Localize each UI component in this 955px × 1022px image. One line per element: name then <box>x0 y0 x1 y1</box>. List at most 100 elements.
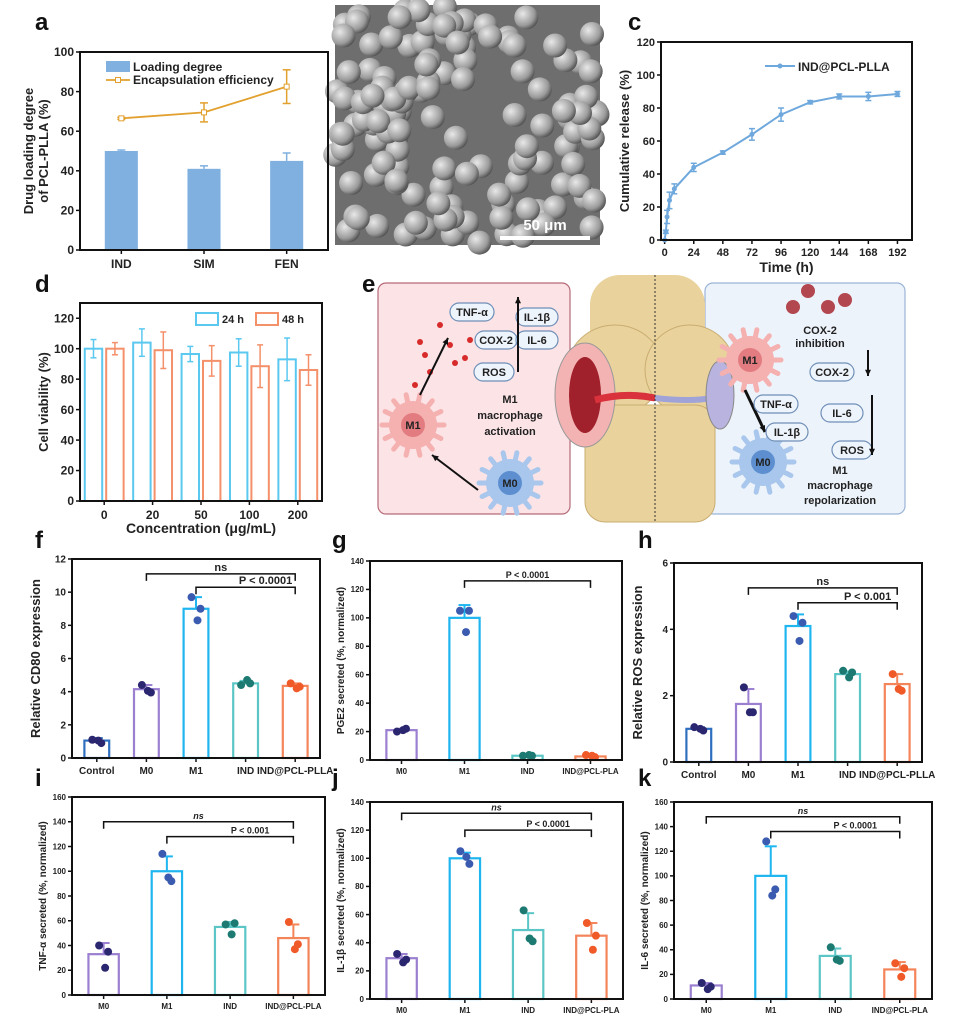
inflamed-cartilage <box>594 391 656 404</box>
replicate-point <box>525 751 533 760</box>
significance-label: P < 0.001 <box>231 826 270 836</box>
bar <box>132 688 160 760</box>
replicate-point <box>164 873 173 882</box>
replicate-point <box>839 666 848 675</box>
x-tick-label: 120 <box>801 247 819 259</box>
y-tick-label: 20 <box>57 966 66 975</box>
y-tick-label: 6 <box>662 559 668 570</box>
microsphere <box>366 109 391 134</box>
replicate-point <box>462 852 471 861</box>
replicate-point <box>143 686 152 695</box>
replicate-point <box>292 684 301 693</box>
y-tick-label: 8 <box>60 621 66 632</box>
viability-bar <box>132 341 152 502</box>
replicate-point <box>196 604 205 613</box>
y-tick-label: 100 <box>54 342 74 356</box>
x-tick-label: 0 <box>101 508 108 522</box>
significance-label: P < 0.0001 <box>239 575 292 587</box>
significance-bracket <box>195 586 296 595</box>
y-tick-label: 0 <box>360 756 365 765</box>
plot-frame <box>79 51 329 251</box>
y-tick-label: 0 <box>662 758 668 769</box>
y-axis-label: Relative CD80 expression <box>28 579 43 738</box>
microsphere <box>345 206 370 231</box>
y-tick-label: 60 <box>61 124 75 138</box>
x-tick-label: M0 <box>98 1002 110 1011</box>
y-axis-label: Cumulative release (%) <box>617 70 632 212</box>
legend-marker <box>777 63 783 69</box>
pill-ros <box>473 362 515 382</box>
microsphere <box>331 23 356 48</box>
replicate-point <box>826 943 835 952</box>
data-point <box>778 112 784 118</box>
replicate-point <box>582 751 590 760</box>
bar <box>150 870 184 997</box>
activation-caption: macrophage <box>477 410 542 422</box>
data-point <box>720 150 726 156</box>
y-tick-label: 100 <box>655 872 669 881</box>
significance-label: ns <box>193 811 204 821</box>
replicate-point <box>393 727 401 736</box>
y-tick-label: 100 <box>351 614 365 623</box>
x-tick-label: 20 <box>146 508 160 522</box>
inhibition-label: COX-2 <box>803 325 837 337</box>
data-point <box>865 93 871 99</box>
x-tick-label: IND@PCL-PLA <box>265 1002 321 1011</box>
x-tick-label: 0 <box>662 247 668 259</box>
repolarization-box <box>704 282 906 515</box>
y-axis-label: IL-1β secreted (%, normalized) <box>336 828 347 972</box>
significance-label: P < 0.0001 <box>526 819 570 829</box>
x-tick-label: 144 <box>830 247 849 259</box>
replicate-point <box>519 751 527 760</box>
replicate-point <box>888 670 897 679</box>
scale-bar <box>500 236 590 240</box>
cytokine-dot <box>447 342 453 348</box>
cytokine-dot <box>412 382 418 388</box>
y-tick-label: 0 <box>67 494 74 508</box>
chart-h: 0 2 4 6 Relative ROS expression Control M0 M1 IN… <box>630 559 935 782</box>
chart-i: 0 20 40 60 80 100 120 140 160 TNF-α secreted (%, … <box>38 793 326 1011</box>
x-tick-label: SIM <box>193 257 214 271</box>
replicate-point <box>771 885 780 894</box>
panel-letter-f: f <box>35 527 44 554</box>
y-tick-label: 40 <box>61 164 75 178</box>
replicate-point <box>739 683 748 692</box>
x-tick-label: Control <box>79 766 115 777</box>
x-tick-label: IND <box>237 766 254 777</box>
microsphere <box>527 77 552 102</box>
replicate-point <box>696 724 705 733</box>
replicate-point <box>832 955 841 964</box>
significance-bracket <box>747 587 898 595</box>
pill-cox2-right-label: COX-2 <box>815 367 849 379</box>
replicate-point <box>798 618 807 627</box>
cell-label: M0 <box>502 478 517 490</box>
loading-bar <box>104 151 138 250</box>
y-tick-label: 100 <box>53 867 67 876</box>
x-tick-label: 72 <box>746 247 758 259</box>
drug-microsphere-icon <box>821 300 835 314</box>
data-point <box>666 197 672 203</box>
y-tick-label: 80 <box>355 882 364 891</box>
replicate-point <box>845 673 854 682</box>
repolarization-caption: M1 <box>832 465 847 477</box>
microsphere <box>432 13 457 38</box>
microsphere <box>365 213 390 238</box>
y-tick-label: 0 <box>664 995 669 1004</box>
significance-label: ns <box>214 562 227 574</box>
replicate-point <box>101 963 110 972</box>
y-tick-label: 140 <box>53 818 67 827</box>
microsphere <box>332 86 357 111</box>
cell-nucleus <box>751 450 775 474</box>
microsphere <box>445 30 470 55</box>
repolarization-caption: macrophage <box>807 480 872 492</box>
pill-il1b-right <box>765 422 809 442</box>
repolarization-caption: repolarization <box>804 495 876 507</box>
y-tick-label: 60 <box>61 403 75 417</box>
microsphere <box>582 188 606 213</box>
replicate-point <box>230 919 239 928</box>
panel-letter-d: d <box>35 271 50 298</box>
data-point <box>691 164 697 170</box>
x-axis-label: Time (h) <box>759 259 813 275</box>
replicate-point <box>221 920 230 929</box>
